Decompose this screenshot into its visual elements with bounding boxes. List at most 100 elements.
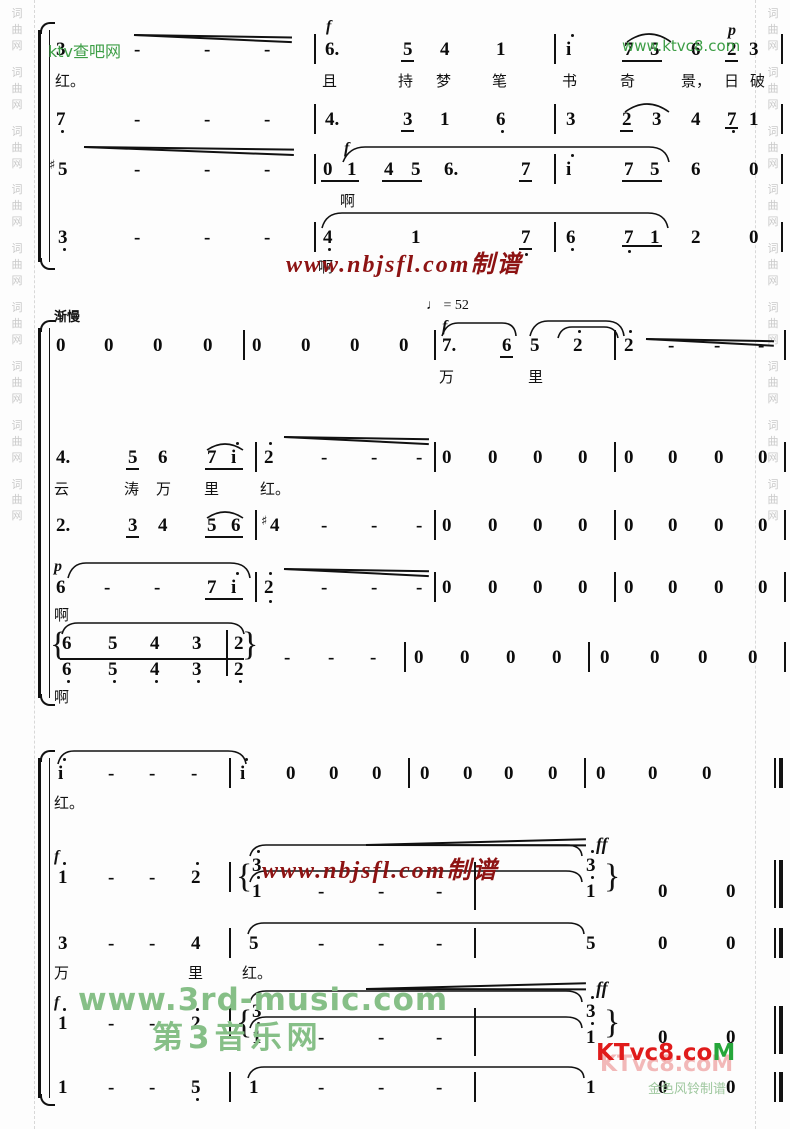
phrase-slur (249, 870, 583, 883)
octave-dot (61, 130, 64, 133)
phrase-slur (57, 750, 247, 765)
margin-watermark: 词曲网 (11, 477, 23, 523)
note: 4 (150, 659, 160, 680)
note: 1 (252, 1027, 262, 1048)
note: 0 (56, 335, 66, 356)
note: 2 (234, 633, 244, 654)
lyric: 云 (54, 480, 70, 498)
note: 6 (691, 39, 701, 60)
octave-dot (236, 572, 239, 575)
note: 4 (323, 227, 333, 248)
beam (205, 468, 243, 470)
note: 0 (399, 335, 409, 356)
note: 5 (191, 1077, 201, 1098)
note: 7 (521, 227, 531, 248)
note: 2 (727, 39, 737, 60)
lyric: 破 (750, 72, 766, 90)
note: 3 (652, 109, 662, 130)
ktvc8-logo-m: M (712, 1040, 736, 1066)
note: 0 (548, 763, 558, 784)
note: i (231, 447, 237, 468)
note: 6 (62, 659, 72, 680)
margin-watermark: 词曲网 (767, 7, 779, 52)
barline (614, 510, 616, 540)
note: - (378, 1027, 385, 1048)
barline (314, 34, 316, 64)
note: - (371, 515, 378, 536)
note: 0 (301, 335, 311, 356)
note: 3 (403, 109, 413, 130)
note: 6 (691, 159, 701, 180)
note: - (191, 763, 198, 784)
note: 3 (252, 855, 262, 876)
note: 6 (62, 633, 72, 654)
note: 0 (658, 1077, 668, 1098)
note: 0 (329, 763, 339, 784)
note: 2 (191, 1013, 201, 1034)
staff-s2-voice-4: p 6 - - 7 i 2 - - - 0 0 0 0 0 0 0 0 (36, 558, 786, 608)
lyric: 啊 (340, 192, 356, 210)
note: - (149, 763, 156, 784)
margin-watermark: 词曲网 (11, 418, 23, 464)
note: - (134, 39, 141, 60)
lyric: 里 (204, 480, 220, 498)
lyric: 红。 (54, 794, 85, 812)
note: 1 (252, 881, 262, 902)
note: - (370, 647, 377, 668)
barline (614, 572, 616, 602)
hairpin-diminuendo (283, 436, 429, 448)
beam (60, 658, 244, 660)
note: 5 (207, 515, 217, 536)
dynamic-f: f (54, 994, 60, 1011)
octave-dot (155, 680, 158, 683)
note: - (108, 1013, 115, 1034)
note: 0 (624, 515, 634, 536)
dynamic-ff: ff (596, 834, 608, 854)
note: 0 (698, 647, 708, 668)
note: - (668, 335, 675, 356)
hairpin-crescendo (365, 838, 587, 858)
note: 0 (600, 647, 610, 668)
octave-dot (628, 250, 631, 253)
chord-brace-open: { (50, 626, 67, 663)
margin-watermark: 词曲网 (767, 183, 779, 229)
note: 5 (586, 933, 596, 954)
tempo-value: = 52 (443, 298, 469, 313)
note: - (318, 881, 325, 902)
note: 5 (411, 159, 421, 180)
system-3: i - - - i 0 0 0 0 0 0 0 0 0 0 红。 (36, 750, 783, 1112)
note: - (264, 109, 271, 130)
note: - (264, 39, 271, 60)
note: 6 (158, 447, 168, 468)
note: 3 (192, 659, 202, 680)
note: 5 (403, 39, 413, 60)
note: 1 (411, 227, 421, 248)
barline (255, 442, 257, 472)
chord-brace-open: { (236, 1004, 253, 1041)
note: 3 (58, 227, 68, 248)
note: - (328, 647, 335, 668)
note: 4 (150, 633, 160, 654)
note: 0 (578, 515, 588, 536)
note: - (134, 227, 141, 248)
barline (229, 758, 231, 788)
octave-dot (257, 850, 260, 853)
note: 1 (586, 1027, 596, 1048)
phrase-slur (247, 922, 585, 935)
note: - (134, 159, 141, 180)
note: 0 (506, 647, 516, 668)
hairpin-diminuendo (133, 34, 292, 46)
note: 1 (58, 1013, 68, 1034)
lyrics-s3-voice-3: 万 里 红。 (36, 966, 754, 996)
final-barline (774, 1006, 784, 1054)
barline (314, 104, 316, 134)
lyric: 万 (156, 480, 172, 498)
note: - (154, 577, 161, 598)
note: 1 (650, 227, 660, 248)
lyric: 持 (398, 72, 414, 90)
staff-s3-voice-1: i - - - i 0 0 0 0 0 0 0 0 0 0 (36, 750, 783, 794)
note: - (321, 515, 328, 536)
staff-s1-voice-2: 7 - - - 4. 3 1 6 3 2 3 4 7 1 (36, 103, 783, 140)
barline (784, 330, 786, 360)
octave-dot (501, 130, 504, 133)
